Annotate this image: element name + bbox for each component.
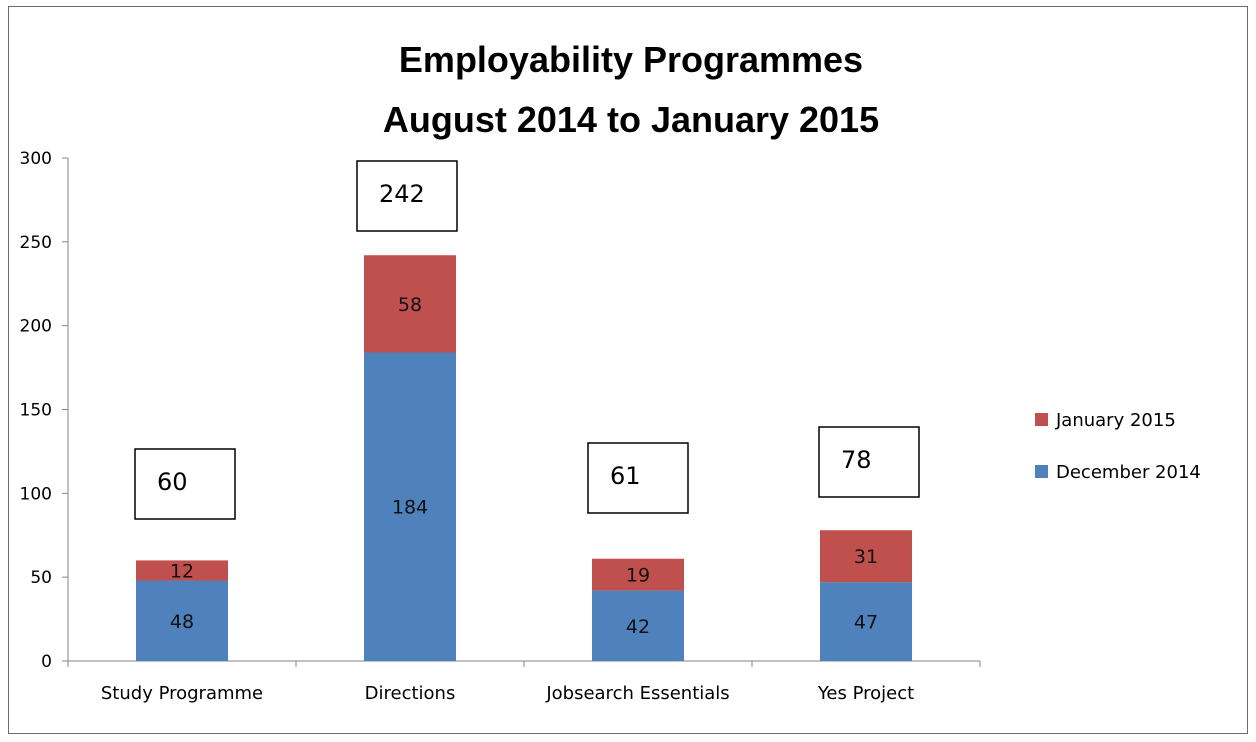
data-label: 19	[626, 565, 650, 587]
y-tick-label: 100	[20, 484, 52, 504]
legend-label: January 2015	[1055, 410, 1176, 431]
bar-segment	[364, 352, 456, 661]
total-label: 78	[841, 446, 872, 474]
data-label: 48	[170, 611, 194, 633]
bar-segment	[592, 558, 684, 591]
total-label: 60	[157, 468, 188, 496]
y-tick-label: 250	[20, 233, 52, 253]
y-tick-label: 300	[20, 149, 52, 169]
data-label: 42	[626, 616, 650, 638]
data-label: 47	[854, 612, 878, 634]
legend-label: December 2014	[1056, 462, 1201, 483]
y-tick-label: 50	[30, 568, 52, 588]
bar-segment	[820, 582, 912, 661]
bar-segment	[136, 560, 228, 581]
total-box	[356, 160, 458, 232]
total-box	[134, 448, 236, 520]
legend-swatch	[1035, 413, 1048, 426]
chart-title-line-1: Employability Programmes	[399, 39, 863, 80]
data-label: 31	[854, 546, 878, 568]
data-label: 184	[392, 497, 428, 519]
y-tick-label: 150	[20, 401, 52, 421]
x-category-label: Study Programme	[101, 683, 263, 704]
data-label: 58	[398, 294, 422, 316]
total-label: 242	[379, 180, 425, 208]
bar-segment	[364, 255, 456, 353]
legend-swatch	[1035, 465, 1048, 478]
total-label: 61	[610, 462, 641, 490]
bar-segment	[820, 530, 912, 583]
x-category-label: Directions	[365, 683, 456, 704]
bar-segment	[136, 580, 228, 661]
total-box	[587, 442, 689, 514]
total-box	[818, 426, 920, 498]
y-tick-label: 200	[20, 317, 52, 337]
chart-title-line-2: August 2014 to January 2015	[383, 99, 879, 140]
y-tick-label: 0	[41, 652, 52, 672]
x-category-label: Jobsearch Essentials	[545, 683, 729, 704]
data-label: 12	[170, 560, 194, 582]
x-category-label: Yes Project	[817, 683, 914, 704]
bar-segment	[592, 590, 684, 661]
